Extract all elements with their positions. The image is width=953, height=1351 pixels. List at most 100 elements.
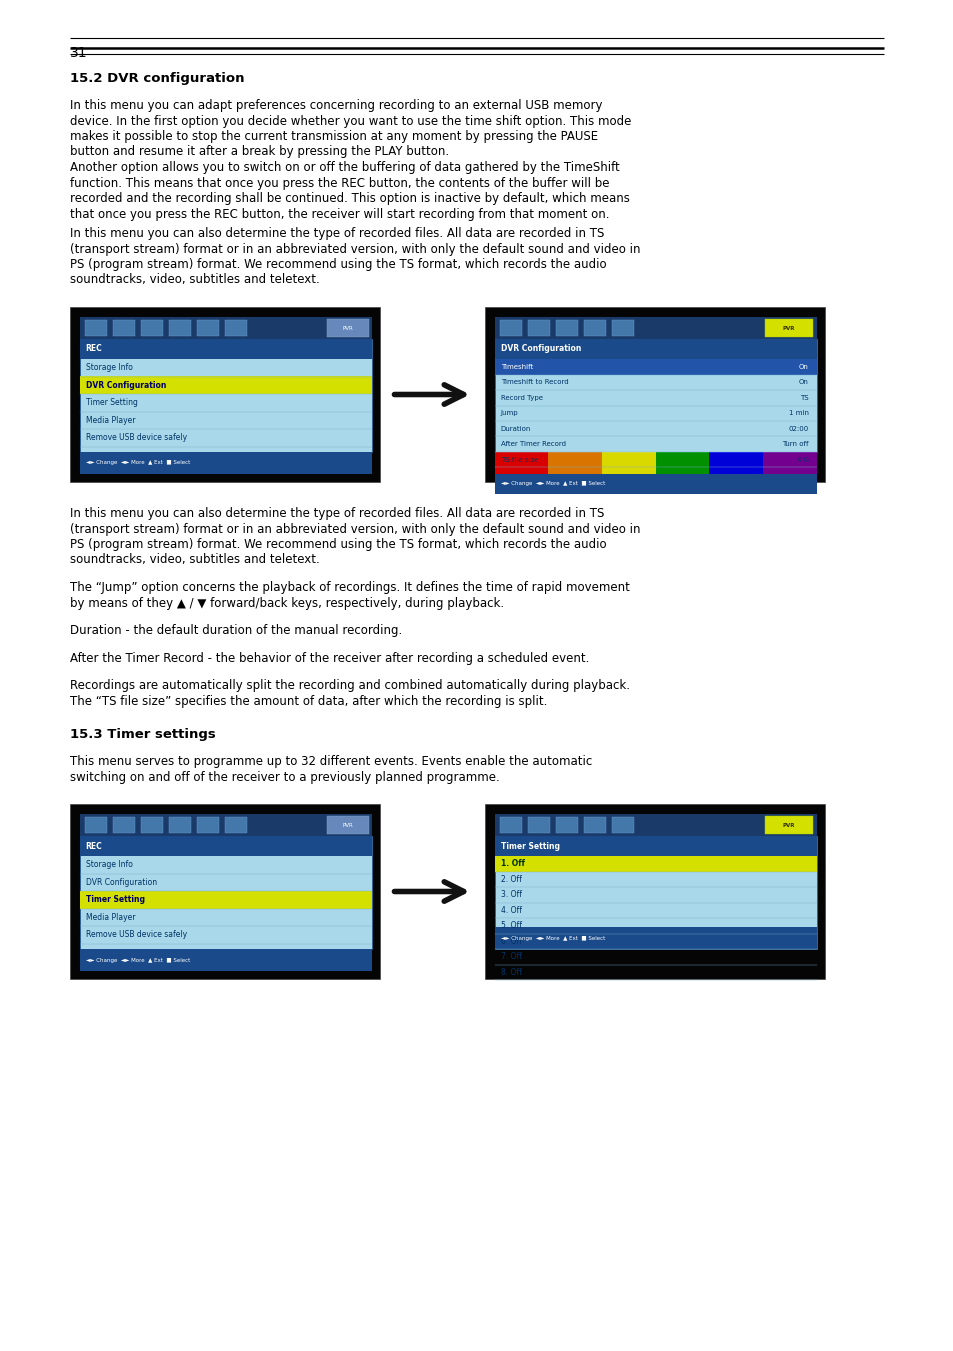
Text: makes it possible to stop the current transmission at any moment by pressing the: makes it possible to stop the current tr… xyxy=(70,130,598,143)
Text: switching on and off of the receiver to a previously planned programme.: switching on and off of the receiver to … xyxy=(70,770,498,784)
Bar xyxy=(140,817,162,834)
Text: PVR: PVR xyxy=(342,326,353,331)
Bar xyxy=(494,339,816,359)
Bar xyxy=(79,836,372,948)
Bar xyxy=(583,817,605,834)
Bar xyxy=(762,453,816,474)
Text: In this menu you can adapt preferences concerning recording to an external USB m: In this menu you can adapt preferences c… xyxy=(70,99,601,112)
Bar xyxy=(112,320,134,336)
Text: DVR Configuration: DVR Configuration xyxy=(500,345,580,354)
Bar xyxy=(196,817,218,834)
Bar xyxy=(764,816,812,834)
Text: 5. Off: 5. Off xyxy=(500,921,521,931)
Bar xyxy=(79,339,372,453)
Bar xyxy=(494,453,548,474)
Text: TS file size: TS file size xyxy=(500,457,537,463)
Text: ◄► Change  ◄► More  ▲ Ext  ■ Select: ◄► Change ◄► More ▲ Ext ■ Select xyxy=(86,958,190,962)
Text: After Timer Record: After Timer Record xyxy=(500,442,565,447)
Text: 4. Off: 4. Off xyxy=(500,905,521,915)
Text: This menu serves to programme up to 32 different events. Events enable the autom: This menu serves to programme up to 32 d… xyxy=(70,755,591,767)
Bar xyxy=(79,892,372,908)
Bar xyxy=(655,453,709,474)
Bar xyxy=(79,836,372,857)
Text: ◄► Change  ◄► More  ▲ Ext  ■ Select: ◄► Change ◄► More ▲ Ext ■ Select xyxy=(86,461,190,466)
Text: 6. Off: 6. Off xyxy=(500,936,521,946)
Text: PS (program stream) format. We recommend using the TS format, which records the : PS (program stream) format. We recommend… xyxy=(70,538,606,551)
Text: Duration: Duration xyxy=(500,426,531,432)
Text: Storage Info: Storage Info xyxy=(86,861,132,869)
Bar xyxy=(494,339,816,453)
Bar xyxy=(79,339,372,359)
Text: (transport stream) format or in an abbreviated version, with only the default so: (transport stream) format or in an abbre… xyxy=(70,242,639,255)
Text: Timeshift to Record: Timeshift to Record xyxy=(500,380,568,385)
Text: The “TS file size” specifies the amount of data, after which the recording is sp: The “TS file size” specifies the amount … xyxy=(70,694,546,708)
Bar xyxy=(484,804,823,979)
Text: PVR: PVR xyxy=(781,326,794,331)
Bar xyxy=(494,836,816,857)
Text: 31: 31 xyxy=(70,46,87,59)
Bar xyxy=(70,307,379,482)
Text: button and resume it after a break by pressing the: button and resume it after a break by pr… xyxy=(70,146,374,158)
Bar xyxy=(112,817,134,834)
Bar xyxy=(169,320,191,336)
Bar xyxy=(494,836,816,948)
Text: 1 min: 1 min xyxy=(788,411,808,416)
Text: Turn off: Turn off xyxy=(781,442,808,447)
Bar xyxy=(764,319,812,336)
Bar xyxy=(79,815,372,836)
Text: PS (program stream) format. We recommend using the TS format, which records the : PS (program stream) format. We recommend… xyxy=(70,258,606,272)
Bar xyxy=(601,453,655,474)
Text: Record Type: Record Type xyxy=(500,394,542,401)
Bar xyxy=(611,817,633,834)
Text: soundtracks, video, subtitles and teletext.: soundtracks, video, subtitles and telete… xyxy=(70,273,319,286)
Text: Timeshift: Timeshift xyxy=(500,363,533,370)
Text: DVR Configuration: DVR Configuration xyxy=(86,878,156,886)
Bar xyxy=(85,320,107,336)
Text: Another option allows you to switch on or off the buffering of data gathered by : Another option allows you to switch on o… xyxy=(70,161,618,174)
Bar xyxy=(79,453,372,474)
Text: Recordings are automatically split the recording and combined automatically duri: Recordings are automatically split the r… xyxy=(70,680,629,692)
Text: In this menu you can also determine the type of recorded files. All data are rec: In this menu you can also determine the … xyxy=(70,227,603,240)
Text: that once you press the: that once you press the xyxy=(70,208,213,220)
Text: Media Player: Media Player xyxy=(86,416,135,424)
Text: that once you press the REC button, the receiver will start recording from that : that once you press the REC button, the … xyxy=(70,208,609,220)
Text: 4 G: 4 G xyxy=(796,457,808,463)
Text: In this menu you can also determine the type of recorded files. All data are rec: In this menu you can also determine the … xyxy=(70,507,603,520)
Bar xyxy=(79,317,372,339)
Bar xyxy=(527,320,549,336)
Bar xyxy=(85,817,107,834)
Text: DVR Configuration: DVR Configuration xyxy=(86,381,166,389)
Text: Media Player: Media Player xyxy=(86,913,135,921)
Text: On: On xyxy=(798,363,808,370)
Bar xyxy=(326,319,368,336)
Text: 15.2 DVR configuration: 15.2 DVR configuration xyxy=(70,72,244,85)
Text: Remove USB device safely: Remove USB device safely xyxy=(86,434,187,442)
Text: On: On xyxy=(798,380,808,385)
Bar xyxy=(527,817,549,834)
Bar xyxy=(196,320,218,336)
Bar xyxy=(555,320,577,336)
Text: function. This means that once you press the: function. This means that once you press… xyxy=(70,177,340,189)
Text: Jump: Jump xyxy=(500,411,517,416)
Bar xyxy=(548,453,601,474)
Text: 15.3 Timer settings: 15.3 Timer settings xyxy=(70,728,215,740)
Bar xyxy=(494,927,816,948)
Text: The “Jump” option concerns the playback of recordings. It defines the time of ra: The “Jump” option concerns the playback … xyxy=(70,581,629,594)
Bar xyxy=(224,320,247,336)
Text: 3. Off: 3. Off xyxy=(500,890,521,900)
Text: PVR: PVR xyxy=(781,823,794,828)
Text: REC: REC xyxy=(86,345,102,354)
Bar xyxy=(79,377,372,394)
Bar xyxy=(494,317,816,339)
Bar xyxy=(140,320,162,336)
Text: Timer Setting: Timer Setting xyxy=(86,896,145,904)
Text: function. This means that once you press the REC button, the contents of the buf: function. This means that once you press… xyxy=(70,177,609,189)
Bar xyxy=(499,320,521,336)
Text: PVR: PVR xyxy=(342,823,353,828)
Bar xyxy=(70,804,379,979)
Text: 02:00: 02:00 xyxy=(787,426,808,432)
Text: Storage Info: Storage Info xyxy=(86,363,132,373)
Text: makes it possible to stop the current transmission at any moment by pressing the: makes it possible to stop the current tr… xyxy=(70,130,559,143)
Text: 8. Off: 8. Off xyxy=(500,967,521,977)
Bar xyxy=(494,857,816,871)
